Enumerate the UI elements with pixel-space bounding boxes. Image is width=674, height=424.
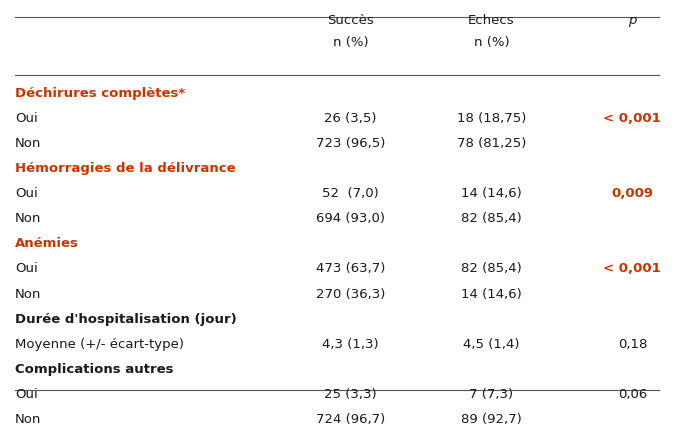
Text: Succès: Succès xyxy=(327,14,374,27)
Text: 0,06: 0,06 xyxy=(617,388,647,401)
Text: < 0,001: < 0,001 xyxy=(603,262,661,276)
Text: 0,18: 0,18 xyxy=(617,338,647,351)
Text: 25 (3,3): 25 (3,3) xyxy=(324,388,377,401)
Text: Non: Non xyxy=(15,212,41,225)
Text: 14 (14,6): 14 (14,6) xyxy=(461,287,522,301)
Text: Echecs: Echecs xyxy=(468,14,515,27)
Text: 7 (7,3): 7 (7,3) xyxy=(469,388,514,401)
Text: 82 (85,4): 82 (85,4) xyxy=(461,262,522,276)
Text: Non: Non xyxy=(15,137,41,150)
Text: 14 (14,6): 14 (14,6) xyxy=(461,187,522,200)
Text: 78 (81,25): 78 (81,25) xyxy=(457,137,526,150)
Text: 18 (18,75): 18 (18,75) xyxy=(457,112,526,125)
Text: 52  (7,0): 52 (7,0) xyxy=(322,187,379,200)
Text: 723 (96,5): 723 (96,5) xyxy=(315,137,385,150)
Text: Oui: Oui xyxy=(15,262,38,276)
Text: 0,009: 0,009 xyxy=(611,187,653,200)
Text: Complications autres: Complications autres xyxy=(15,363,173,376)
Text: 4,3 (1,3): 4,3 (1,3) xyxy=(322,338,379,351)
Text: n (%): n (%) xyxy=(332,36,368,49)
Text: Non: Non xyxy=(15,287,41,301)
Text: 26 (3,5): 26 (3,5) xyxy=(324,112,377,125)
Text: 4,5 (1,4): 4,5 (1,4) xyxy=(463,338,520,351)
Text: Hémorragies de la délivrance: Hémorragies de la délivrance xyxy=(15,162,235,175)
Text: 724 (96,7): 724 (96,7) xyxy=(316,413,385,424)
Text: 270 (36,3): 270 (36,3) xyxy=(315,287,385,301)
Text: 694 (93,0): 694 (93,0) xyxy=(316,212,385,225)
Text: 473 (63,7): 473 (63,7) xyxy=(315,262,385,276)
Text: Anémies: Anémies xyxy=(15,237,79,250)
Text: Oui: Oui xyxy=(15,388,38,401)
Text: Oui: Oui xyxy=(15,187,38,200)
Text: Oui: Oui xyxy=(15,112,38,125)
Text: 82 (85,4): 82 (85,4) xyxy=(461,212,522,225)
Text: p: p xyxy=(628,14,636,27)
Text: < 0,001: < 0,001 xyxy=(603,112,661,125)
Text: Moyenne (+/- écart-type): Moyenne (+/- écart-type) xyxy=(15,338,184,351)
Text: 89 (92,7): 89 (92,7) xyxy=(461,413,522,424)
Text: Non: Non xyxy=(15,413,41,424)
Text: Durée d'hospitalisation (jour): Durée d'hospitalisation (jour) xyxy=(15,312,237,326)
Text: n (%): n (%) xyxy=(474,36,509,49)
Text: Déchirures complètes*: Déchirures complètes* xyxy=(15,86,185,100)
